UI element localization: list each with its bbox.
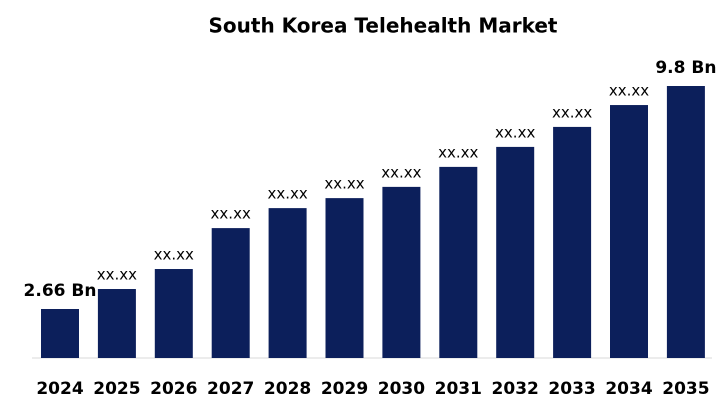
x-tick-label: 2025 <box>93 379 140 399</box>
bar <box>553 126 592 358</box>
x-tick-label: 2035 <box>662 379 709 399</box>
x-tick-label: 2031 <box>435 379 482 399</box>
x-tick-label: 2026 <box>150 379 197 399</box>
bar <box>41 309 79 358</box>
bar <box>97 289 136 358</box>
bar <box>211 228 250 358</box>
value-label: 9.8 Bn <box>655 58 716 78</box>
value-label: xx.xx <box>552 103 592 121</box>
x-tick-label: 2030 <box>378 379 425 399</box>
x-tick-label: 2029 <box>321 379 368 399</box>
x-tick-label: 2028 <box>264 379 311 399</box>
value-label: xx.xx <box>381 163 421 181</box>
bar <box>666 86 705 358</box>
x-tick-label: 2034 <box>605 379 652 399</box>
value-label: xx.xx <box>609 82 649 100</box>
value-label: xx.xx <box>495 123 535 141</box>
value-label: 2.66 Bn <box>24 281 97 301</box>
value-label: xx.xx <box>154 246 194 264</box>
value-label: xx.xx <box>267 185 307 203</box>
value-label: xx.xx <box>97 266 137 284</box>
bar <box>382 186 421 358</box>
x-tick-label: 2027 <box>207 379 254 399</box>
x-tick-label: 2024 <box>36 379 83 399</box>
chart-title: South Korea Telehealth Market <box>209 14 558 38</box>
x-tick-label: 2033 <box>548 379 595 399</box>
x-tick-label: 2032 <box>492 379 539 399</box>
bar <box>610 105 648 358</box>
value-label: xx.xx <box>324 175 364 193</box>
bar <box>268 208 307 358</box>
bar <box>325 198 364 358</box>
value-label: xx.xx <box>438 143 478 161</box>
value-label: xx.xx <box>211 205 251 223</box>
bar <box>154 269 193 358</box>
bar <box>496 146 535 358</box>
bar <box>439 166 478 358</box>
